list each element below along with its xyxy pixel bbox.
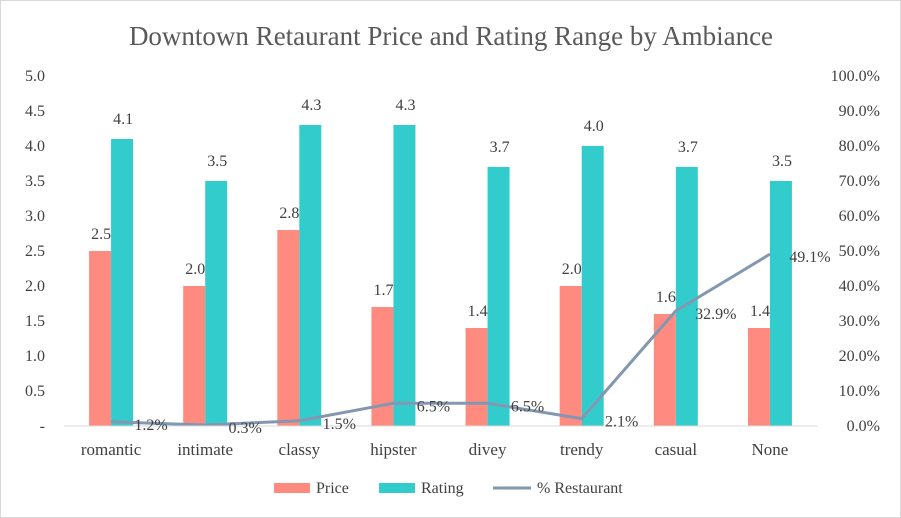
restaurant-percent-label: 1.5%: [323, 416, 356, 433]
rating-data-label: 3.5: [772, 153, 792, 170]
category-label: casual: [655, 440, 698, 459]
price-bar: [89, 251, 112, 426]
left-axis-tick-label: -: [40, 418, 45, 435]
price-data-label: 2.8: [279, 205, 299, 222]
left-axis-tick-label: 0.5: [25, 383, 45, 400]
rating-data-label: 4.0: [584, 118, 604, 135]
left-axis-tick-label: 4.0: [25, 138, 45, 155]
restaurant-percent-line: [111, 252, 771, 427]
legend-price-swatch: [274, 483, 310, 493]
category-label: None: [752, 440, 789, 459]
price-data-label: 1.4: [750, 303, 770, 320]
left-axis-tick-label: 1.5: [25, 313, 45, 330]
category-label: hipster: [370, 440, 417, 459]
right-axis-tick-label: 30.0%: [839, 313, 880, 330]
rating-bar: [581, 146, 604, 426]
right-axis-tick-label: 70.0%: [839, 173, 880, 190]
rating-bar: [769, 181, 792, 426]
rating-bar: [487, 167, 510, 426]
restaurant-percent-label: 6.5%: [511, 398, 544, 415]
right-axis-tick-label: 20.0%: [839, 348, 880, 365]
chart-title: Downtown Retaurant Price and Rating Rang…: [129, 21, 773, 51]
right-axis-tick-label: 80.0%: [839, 138, 880, 155]
category-label: intimate: [177, 440, 233, 459]
bar-series: [89, 125, 792, 426]
rating-bar: [205, 181, 228, 426]
restaurant-percent-label: 49.1%: [789, 249, 830, 266]
right-axis-tick-label: 40.0%: [839, 278, 880, 295]
category-label: trendy: [560, 440, 604, 459]
category-label: romantic: [81, 440, 142, 459]
line-series: [111, 252, 771, 427]
left-axis-tick-label: 3.0: [25, 208, 45, 225]
rating-data-label: 4.3: [395, 97, 415, 114]
rating-data-label: 4.3: [301, 97, 321, 114]
restaurant-percent-label: 2.1%: [605, 414, 638, 431]
right-axis-tick-label: 90.0%: [839, 103, 880, 120]
restaurant-percent-label: 6.5%: [417, 398, 450, 415]
price-data-label: 2.0: [185, 261, 205, 278]
right-axis-tick-label: 50.0%: [839, 243, 880, 260]
price-bar: [277, 230, 300, 426]
left-y-axis: - 0.5 1.0 1.5 2.0 2.5 3.0 3.5 4.0 4.5 5.0: [25, 68, 45, 435]
restaurant-percent-label: 0.3%: [229, 420, 262, 437]
restaurant-percent-label: 32.9%: [695, 306, 736, 323]
price-data-label: 1.6: [656, 289, 676, 306]
rating-bar: [393, 125, 416, 426]
price-bar: [371, 307, 394, 426]
data-labels: 2.5 4.1 2.0 3.5 2.8 4.3 1.7 4.3 1.4 3.7 2.0 4.0 1.6 3…: [91, 97, 831, 437]
right-axis-tick-label: 60.0%: [839, 208, 880, 225]
rating-bar: [299, 125, 322, 426]
price-bar: [747, 328, 770, 426]
price-data-label: 2.0: [562, 261, 582, 278]
left-axis-tick-label: 3.5: [25, 173, 45, 190]
category-axis: romantic intimate classy hipster divey trendy…: [64, 425, 817, 459]
rating-data-label: 4.1: [113, 111, 133, 128]
legend-price-label: Price: [316, 480, 349, 497]
right-axis-tick-label: 100.0%: [831, 68, 880, 85]
left-axis-tick-label: 4.5: [25, 103, 45, 120]
rating-bar: [675, 167, 698, 426]
right-axis-tick-label: 0.0%: [847, 418, 880, 435]
left-axis-tick-label: 2.0: [25, 278, 45, 295]
right-axis-tick-label: 10.0%: [839, 383, 880, 400]
left-axis-tick-label: 2.5: [25, 243, 45, 260]
rating-data-label: 3.7: [678, 139, 698, 156]
left-axis-tick-label: 1.0: [25, 348, 45, 365]
left-axis-tick-label: 5.0: [25, 68, 45, 85]
legend-restaurant-label: % Restaurant: [537, 480, 623, 497]
price-bar: [653, 314, 676, 426]
restaurant-percent-label: 1.2%: [134, 417, 167, 434]
rating-data-label: 3.5: [207, 153, 227, 170]
price-data-label: 2.5: [91, 226, 111, 243]
price-bar: [465, 328, 488, 426]
price-data-label: 1.4: [468, 303, 488, 320]
category-label: classy: [279, 440, 321, 459]
legend: Price Rating % Restaurant: [274, 480, 623, 497]
legend-rating-label: Rating: [421, 480, 464, 497]
price-bar: [183, 286, 206, 426]
category-label: divey: [469, 440, 507, 459]
legend-rating-swatch: [379, 483, 415, 493]
price-data-label: 1.7: [373, 282, 393, 299]
right-y-axis: 0.0% 10.0% 20.0% 30.0% 40.0% 50.0% 60.0% 70.0% 8…: [831, 68, 880, 435]
rating-data-label: 3.7: [490, 139, 510, 156]
rating-bar: [111, 139, 134, 426]
price-bar: [559, 286, 582, 426]
